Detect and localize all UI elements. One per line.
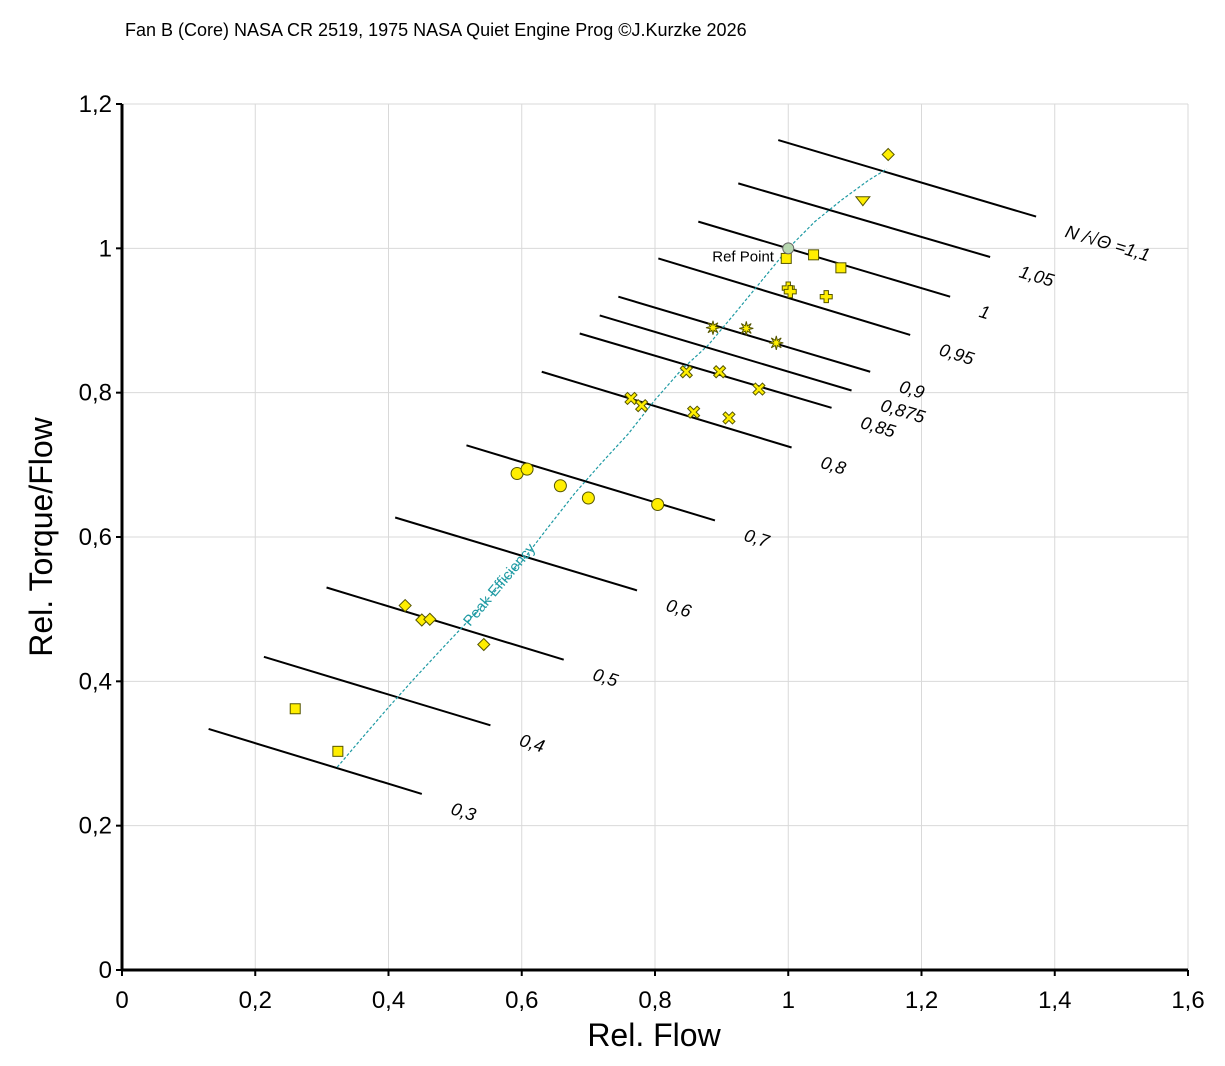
data-point-cross: [679, 365, 694, 379]
grid: [122, 103, 1189, 970]
x-tick-label: 1,6: [1171, 987, 1204, 1014]
data-point-square: [808, 249, 820, 261]
x-tick-label: 0,8: [638, 987, 671, 1014]
speed-line-label: 1,05: [1017, 262, 1057, 291]
y-axis-label: Rel. Torque/Flow: [23, 416, 59, 656]
speed-line: [599, 314, 852, 392]
speed-line: [541, 370, 792, 449]
data-point-cross: [686, 405, 701, 419]
data-point-plus: [783, 285, 797, 299]
speed-line-label: 0,5: [591, 664, 622, 691]
data-point-square: [332, 745, 344, 757]
data-point-cross: [712, 365, 727, 379]
data-point-plus: [819, 290, 833, 304]
data-point-circle: [553, 479, 567, 493]
speed-line-label: 0,7: [742, 525, 773, 552]
data-point-star: [769, 335, 784, 351]
tick-labels: 0 0,2 0,4 0,6 0,8 1 1,2 1,4 1,6 0 0,2 0,4 0,6 0,8 1 1,2: [79, 91, 1205, 1014]
reference-point-label: Ref Point: [712, 248, 775, 265]
data-point-square: [835, 262, 847, 274]
data-point-square: [780, 252, 792, 264]
data-point-diamond: [398, 598, 412, 613]
speed-line-label: 0,8: [818, 452, 848, 478]
speed-line-label: 0,95: [937, 340, 977, 370]
speed-line: [777, 139, 1037, 218]
speed-line-label: 0,6: [664, 595, 695, 622]
speed-line-label: 0,3: [449, 799, 479, 825]
data-markers: Ref Point: [289, 147, 895, 757]
peak-efficiency-curve: [336, 168, 888, 768]
x-tick-label: 0,6: [505, 987, 538, 1014]
x-tick-label: 0: [115, 987, 128, 1014]
data-point-circle: [651, 498, 665, 512]
reference-point: [782, 242, 795, 255]
x-tick-label: 1: [782, 987, 795, 1014]
data-point-cross: [634, 398, 649, 413]
data-point-diamond: [423, 612, 437, 626]
y-tick-label: 1: [99, 235, 112, 262]
data-point-diamond: [881, 147, 895, 162]
speed-lines: 0,30,40,50,60,70,80,850,8750,90,9511,05N…: [208, 139, 1153, 825]
x-axis-label: Rel. Flow: [587, 1017, 721, 1053]
speed-line: [738, 182, 991, 258]
data-point-circle: [581, 491, 595, 505]
y-tick-label: 0,4: [79, 668, 112, 695]
data-point-star: [705, 320, 721, 335]
data-point-star: [739, 321, 754, 336]
speed-line: [208, 728, 423, 795]
speed-line: [698, 220, 951, 298]
y-tick-label: 0: [99, 957, 112, 984]
speed-line: [658, 257, 911, 336]
x-tick-label: 1,2: [905, 987, 938, 1014]
speed-line: [326, 586, 565, 661]
chart-title: Fan B (Core) NASA CR 2519, 1975 NASA Qui…: [125, 20, 747, 40]
data-point-cross: [752, 382, 766, 396]
data-point-square: [289, 703, 301, 715]
speed-line-label: N /√Θ =1,1: [1063, 221, 1153, 265]
axes: [116, 103, 1189, 976]
speed-line: [466, 444, 716, 522]
speed-line-label: 1: [977, 301, 992, 323]
data-point-circle: [520, 462, 534, 476]
data-point-triangle: [854, 196, 871, 207]
data-point-cross: [722, 411, 736, 425]
y-tick-label: 0,8: [79, 380, 112, 407]
y-tick-label: 1,2: [79, 91, 112, 118]
data-point-diamond: [477, 637, 491, 652]
speed-line: [579, 332, 832, 409]
peak-efficiency-label: Peak Efficiency: [460, 540, 539, 630]
y-tick-label: 0,6: [79, 524, 112, 551]
y-tick-label: 0,2: [79, 813, 112, 840]
speed-line: [618, 295, 871, 373]
speed-line: [263, 655, 491, 727]
x-tick-label: 1,4: [1038, 987, 1071, 1014]
x-tick-label: 0,2: [239, 987, 272, 1014]
x-tick-label: 0,4: [372, 987, 405, 1014]
speed-line: [394, 516, 638, 592]
speed-line-label: 0,9: [897, 376, 927, 402]
